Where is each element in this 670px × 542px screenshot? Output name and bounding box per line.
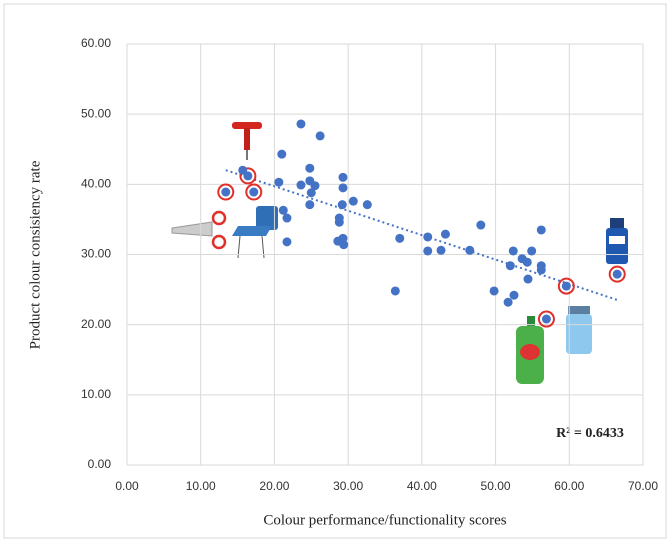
dish-soap-icon bbox=[516, 316, 544, 384]
y-tick-label: 30.00 bbox=[81, 247, 111, 261]
point bbox=[505, 261, 515, 271]
point bbox=[527, 246, 537, 256]
y-tick-label: 10.00 bbox=[81, 387, 111, 401]
trendline bbox=[225, 169, 618, 301]
highlight-ring bbox=[245, 183, 263, 201]
cleanser-icon bbox=[566, 306, 592, 354]
x-tick-label: 50.00 bbox=[481, 479, 511, 493]
y-tick-label: 0.00 bbox=[88, 457, 112, 471]
point bbox=[274, 177, 284, 187]
corkscrew-icon bbox=[232, 122, 262, 160]
x-tick-label: 10.00 bbox=[186, 479, 216, 493]
x-tick-label: 30.00 bbox=[333, 479, 363, 493]
point bbox=[282, 237, 292, 247]
point bbox=[536, 225, 546, 235]
r-squared: R² = 0.6433 bbox=[556, 426, 624, 441]
highlight-ring bbox=[239, 167, 257, 185]
point bbox=[612, 269, 622, 279]
point bbox=[348, 196, 358, 206]
point bbox=[277, 149, 287, 159]
point bbox=[337, 200, 347, 210]
point bbox=[436, 245, 446, 255]
point bbox=[423, 246, 433, 256]
highlight-ring bbox=[608, 265, 626, 283]
point bbox=[536, 265, 546, 275]
point bbox=[296, 119, 306, 129]
y-tick-label: 60.00 bbox=[81, 36, 111, 50]
point bbox=[305, 163, 315, 173]
point bbox=[440, 229, 450, 239]
x-tick-label: 70.00 bbox=[628, 479, 658, 493]
point bbox=[465, 245, 475, 255]
x-tick-label: 20.00 bbox=[259, 479, 289, 493]
highlight-ring bbox=[537, 310, 555, 328]
point bbox=[390, 286, 400, 296]
y-tick-label: 20.00 bbox=[81, 317, 111, 331]
point bbox=[305, 200, 315, 210]
point bbox=[315, 131, 325, 141]
highlight-ring bbox=[557, 277, 575, 295]
point bbox=[338, 183, 348, 193]
x-tick-label: 40.00 bbox=[407, 479, 437, 493]
point bbox=[338, 172, 348, 182]
x-tick-label: 0.00 bbox=[115, 479, 139, 493]
point bbox=[541, 314, 551, 324]
point bbox=[362, 200, 372, 210]
point bbox=[310, 181, 320, 191]
point bbox=[523, 274, 533, 284]
highlight-ring bbox=[217, 183, 235, 201]
chart-frame bbox=[3, 3, 667, 539]
point bbox=[503, 297, 513, 307]
point bbox=[489, 286, 499, 296]
y-tick-label: 50.00 bbox=[81, 106, 111, 120]
point bbox=[395, 233, 405, 243]
point bbox=[476, 220, 486, 230]
point bbox=[278, 205, 288, 215]
point bbox=[561, 281, 571, 291]
point bbox=[334, 217, 344, 227]
scissors-icon bbox=[171, 210, 227, 250]
point bbox=[508, 246, 518, 256]
x-tick-label: 60.00 bbox=[554, 479, 584, 493]
point bbox=[306, 188, 316, 198]
point bbox=[282, 213, 292, 223]
point bbox=[296, 180, 306, 190]
point bbox=[509, 290, 519, 300]
point bbox=[423, 232, 433, 242]
point bbox=[339, 240, 349, 250]
point bbox=[238, 165, 248, 175]
x-axis-title: Colour performance/functionality scores bbox=[263, 512, 506, 528]
point bbox=[249, 187, 259, 197]
point bbox=[221, 187, 231, 197]
point bbox=[522, 257, 532, 267]
y-axis-title: Product colour consisiency rate bbox=[27, 160, 43, 349]
y-tick-label: 40.00 bbox=[81, 177, 111, 191]
